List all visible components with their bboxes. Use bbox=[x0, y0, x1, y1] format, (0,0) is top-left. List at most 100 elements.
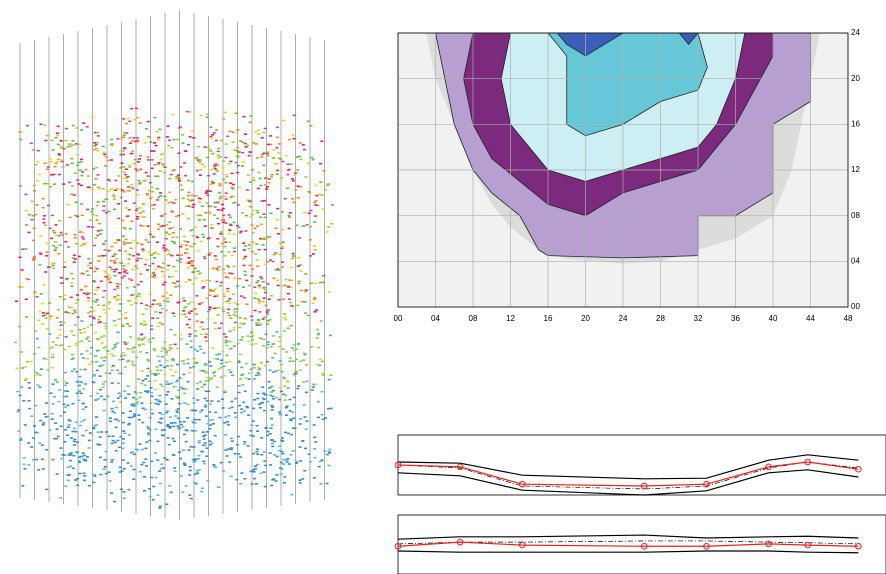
cloud-dot bbox=[170, 174, 173, 176]
cloud-dot bbox=[105, 473, 108, 475]
cloud-dot bbox=[199, 326, 202, 328]
cloud-dot bbox=[102, 297, 105, 299]
cloud-dot bbox=[294, 189, 297, 191]
cloud-dot bbox=[157, 176, 160, 178]
cloud-dot bbox=[217, 148, 220, 150]
cloud-dot bbox=[104, 165, 107, 167]
cloud-dot bbox=[111, 370, 114, 372]
cloud-dot bbox=[89, 432, 92, 434]
cloud-dot bbox=[105, 312, 108, 314]
cloud-dot bbox=[191, 265, 194, 267]
cloud-dot bbox=[262, 339, 265, 341]
cloud-dot bbox=[90, 353, 93, 355]
cloud-dot bbox=[310, 346, 313, 348]
cloud-dot bbox=[170, 210, 173, 212]
cloud-dot bbox=[254, 131, 257, 133]
cloud-dot bbox=[281, 371, 284, 373]
cloud-dot bbox=[88, 447, 91, 449]
cloud-dot bbox=[279, 254, 282, 256]
cloud-dot bbox=[70, 194, 73, 196]
cloud-dot bbox=[134, 159, 137, 161]
y-tick-label: 08 bbox=[851, 211, 860, 220]
cloud-dot bbox=[153, 300, 156, 302]
cloud-dot bbox=[292, 418, 295, 420]
cloud-dot bbox=[174, 415, 177, 417]
cloud-dot bbox=[242, 384, 245, 386]
cloud-dot bbox=[97, 304, 100, 306]
cloud-dot bbox=[254, 253, 257, 255]
cloud-dot bbox=[94, 355, 97, 357]
cloud-dot bbox=[139, 471, 142, 473]
cloud-dot bbox=[220, 323, 223, 325]
cloud-dot bbox=[200, 334, 203, 336]
cloud-dot bbox=[302, 225, 305, 227]
cloud-dot bbox=[228, 315, 231, 317]
cloud-dot bbox=[105, 431, 108, 433]
cloud-dot bbox=[27, 442, 30, 444]
cloud-dot bbox=[33, 425, 36, 427]
cloud-dot bbox=[267, 236, 270, 238]
cloud-dot bbox=[126, 215, 129, 217]
cloud-dot bbox=[142, 225, 145, 227]
cloud-dot bbox=[285, 414, 288, 416]
cloud-dot bbox=[228, 272, 231, 274]
cloud-dot bbox=[44, 271, 47, 273]
cloud-dot bbox=[293, 175, 296, 177]
cloud-dot bbox=[112, 401, 115, 403]
cloud-dot bbox=[19, 185, 22, 187]
cloud-dot bbox=[75, 345, 78, 347]
cloud-dot bbox=[204, 406, 207, 408]
cloud-dot bbox=[68, 143, 71, 145]
cloud-dot bbox=[239, 317, 242, 319]
cloud-dot bbox=[214, 322, 217, 324]
cloud-dot bbox=[104, 466, 107, 468]
cloud-dot bbox=[194, 410, 197, 412]
cloud-dot bbox=[137, 258, 140, 260]
cloud-dot bbox=[230, 447, 233, 449]
cloud-dot bbox=[36, 373, 39, 375]
cloud-dot bbox=[42, 284, 45, 286]
cloud-dot bbox=[225, 198, 228, 200]
cloud-dot bbox=[166, 459, 169, 461]
cloud-dot bbox=[319, 181, 322, 183]
cloud-dot bbox=[144, 384, 147, 386]
cloud-dot bbox=[222, 407, 225, 409]
cloud-dot bbox=[303, 470, 306, 472]
cloud-dot bbox=[313, 448, 316, 450]
cloud-dot bbox=[203, 166, 206, 168]
cloud-dot bbox=[210, 206, 213, 208]
cloud-dot bbox=[138, 183, 141, 185]
cloud-dot bbox=[287, 293, 290, 295]
cloud-dot bbox=[260, 224, 263, 226]
cloud-dot bbox=[246, 335, 249, 337]
cloud-dot bbox=[93, 245, 96, 247]
cloud-dot bbox=[193, 270, 196, 272]
cloud-dot bbox=[127, 300, 130, 302]
cloud-dot bbox=[224, 241, 227, 243]
cloud-dot bbox=[202, 236, 205, 238]
cloud-dot bbox=[103, 410, 106, 412]
cloud-dot bbox=[199, 215, 202, 217]
cloud-dot bbox=[76, 393, 79, 395]
cloud-dot bbox=[197, 146, 200, 148]
cloud-dot bbox=[213, 132, 216, 134]
cloud-dot bbox=[257, 212, 260, 214]
cloud-dot bbox=[100, 357, 103, 359]
cloud-dot bbox=[124, 200, 127, 202]
cloud-dot bbox=[156, 317, 159, 319]
cloud-dot bbox=[208, 254, 211, 256]
cloud-dot bbox=[201, 302, 204, 304]
cloud-dot bbox=[70, 273, 73, 275]
cloud-dot bbox=[230, 476, 233, 478]
cloud-dot bbox=[236, 343, 239, 345]
cloud-dot bbox=[314, 311, 317, 313]
cloud-dot bbox=[150, 196, 153, 198]
cloud-dot bbox=[135, 210, 138, 212]
cloud-dot bbox=[304, 291, 307, 293]
cloud-dot bbox=[218, 192, 221, 194]
cloud-dot bbox=[196, 237, 199, 239]
cloud-dot bbox=[37, 161, 40, 163]
cloud-dot bbox=[262, 281, 265, 283]
cloud-dot bbox=[87, 297, 90, 299]
cloud-dot bbox=[83, 475, 86, 477]
